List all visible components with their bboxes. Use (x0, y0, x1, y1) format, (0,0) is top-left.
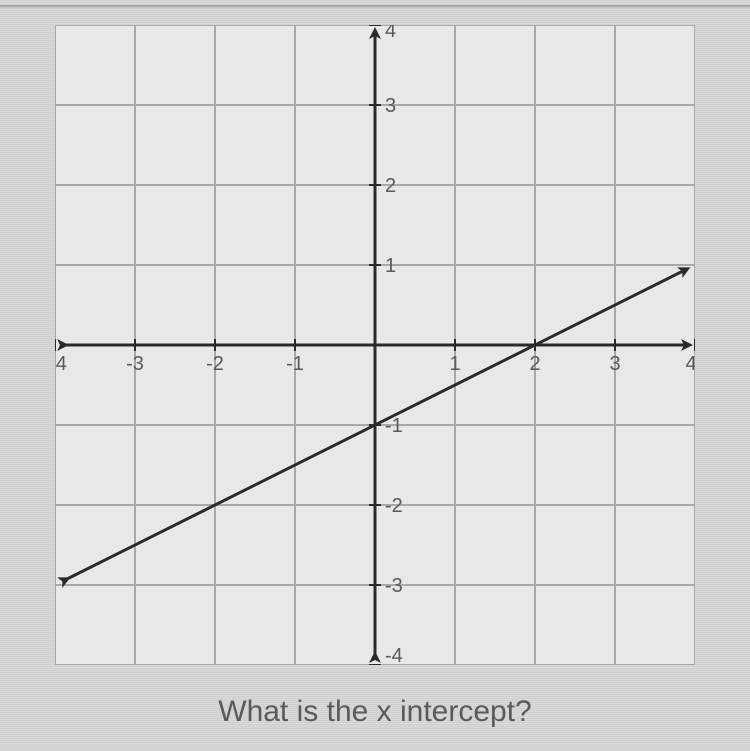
x-label-neg2: -2 (206, 353, 224, 375)
x-label-neg4: -4 (55, 353, 67, 375)
y-label-4: 4 (385, 25, 396, 42)
x-label-2: 2 (529, 353, 540, 375)
x-label-3: 3 (609, 353, 620, 375)
x-label-1: 1 (449, 353, 460, 375)
x-label-neg3: -3 (126, 353, 144, 375)
y-label-neg3: -3 (385, 575, 403, 597)
question-text: What is the x intercept? (218, 695, 531, 729)
y-label-neg4: -4 (385, 645, 403, 665)
x-label-neg1: -1 (286, 353, 304, 375)
x-label-4: 4 (685, 353, 695, 375)
graph-svg: -4 -3 -2 -1 1 2 3 4 4 3 2 1 -1 -2 -3 -4 (55, 25, 695, 665)
coordinate-graph: -4 -3 -2 -1 1 2 3 4 4 3 2 1 -1 -2 -3 -4 (55, 25, 695, 665)
y-label-1: 1 (385, 255, 396, 277)
y-label-2: 2 (385, 175, 396, 197)
y-label-3: 3 (385, 95, 396, 117)
y-label-neg2: -2 (385, 495, 403, 517)
top-divider (0, 5, 750, 8)
y-label-neg1: -1 (385, 415, 403, 437)
